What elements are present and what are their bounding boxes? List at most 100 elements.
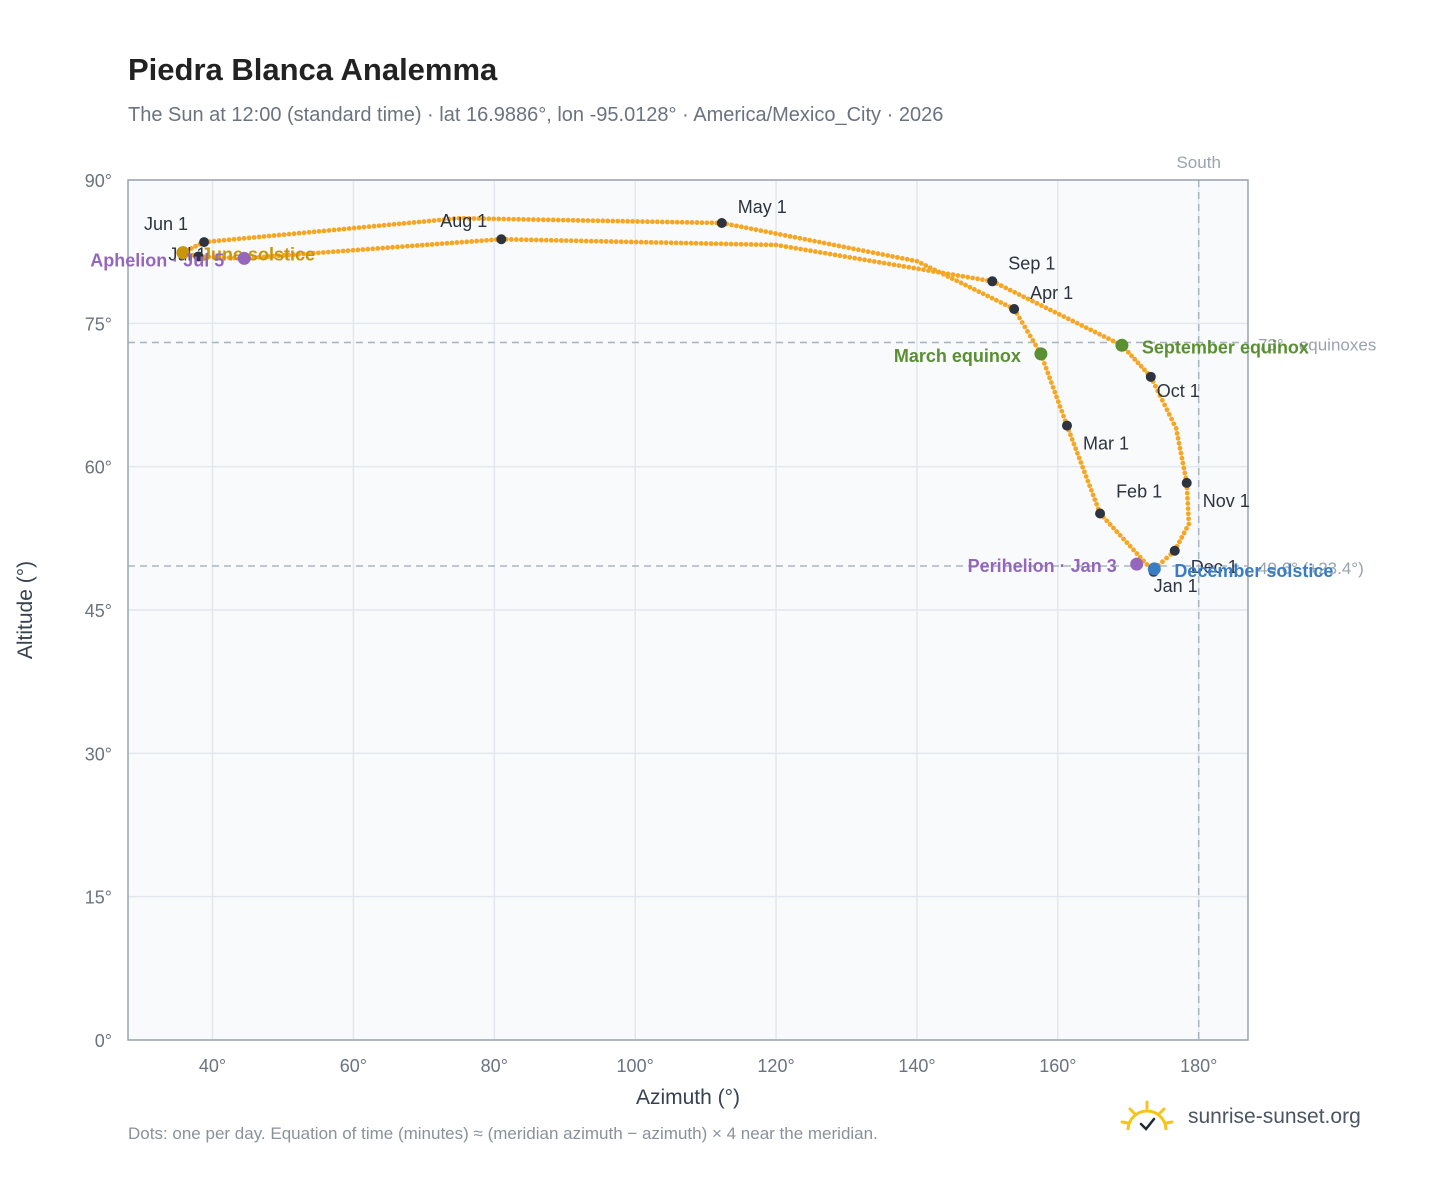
day-dot [315,250,321,256]
day-dot [812,238,817,244]
day-dot [1135,360,1141,366]
month-label: Oct 1 [1157,381,1200,401]
day-dot [1111,525,1116,531]
day-dot [870,250,876,256]
day-dot [558,238,564,243]
day-dot [241,235,247,241]
day-dot [306,251,311,256]
day-dot [1178,450,1184,456]
day-dot [1048,307,1053,313]
day-dot [674,219,680,225]
day-dot [188,246,194,251]
day-dot [1076,455,1082,461]
day-dot [371,223,377,229]
day-dot [356,225,362,230]
day-dot [797,235,803,241]
day-dot [550,217,556,223]
day-dot [336,227,342,232]
day-dot [211,254,217,260]
day-dot [501,216,507,222]
day-dot [376,223,382,229]
day-dot [441,217,447,223]
day-dot [365,246,371,252]
day-dot [1181,530,1187,536]
day-dot [935,269,941,275]
day-dot [513,237,519,242]
day-dot [1065,316,1071,322]
day-dot [1101,334,1107,339]
day-dot [768,230,773,235]
day-dot [206,254,212,260]
day-dot [1092,497,1098,503]
day-dot [1125,349,1131,355]
day-dot [653,240,659,245]
day-dot [1184,490,1190,496]
month-marker [1181,477,1192,488]
brand-name: sunrise-sunset.org [1188,1105,1361,1128]
day-dot [777,232,783,237]
day-dot [949,276,955,281]
x-tick-label: 80° [481,1056,508,1076]
day-dot [1081,469,1087,475]
day-dot [623,239,629,245]
day-dot [921,267,926,273]
x-tick-label: 140° [898,1056,935,1076]
day-dot [555,217,561,223]
day-dot [461,215,467,221]
day-dot [618,239,624,245]
day-dot [446,216,452,222]
day-dot [846,245,852,251]
day-dot [855,247,861,253]
day-dot [885,253,891,258]
day-dot [1039,303,1044,308]
day-dot [971,287,977,292]
day-dot [1069,437,1075,442]
day-dot [1127,543,1133,549]
day-dot [1048,380,1054,385]
day-dot [444,240,450,246]
day-dot [693,240,699,246]
day-dot [395,244,400,250]
day-dot [1070,318,1076,324]
y-tick-label: 75° [85,314,112,334]
day-dot [918,260,924,266]
day-dot [595,218,601,224]
plot-frame [127,179,1249,1041]
day-dot [1131,547,1136,553]
day-dot [985,293,991,299]
day-dot [1166,411,1172,417]
day-dot [533,237,539,243]
day-dot [1185,495,1190,501]
day-dot [1185,511,1191,517]
day-dot [385,245,391,251]
day-dot [683,240,689,246]
day-dot [231,255,237,261]
day-dot [1075,450,1080,456]
day-dot [565,217,571,223]
day-dot [778,243,784,249]
day-dot [748,226,754,232]
day-dot [930,268,936,274]
day-dot [380,245,386,251]
day-dot [1121,536,1126,542]
day-dot [650,219,655,225]
day-dot [346,226,352,231]
day-dot [1162,402,1168,408]
day-dot [688,240,694,246]
day-dot [1074,320,1080,326]
y-axis-ticks: 0° 15° 30° 45° 60° 75° 90° [85,171,112,1051]
day-dot [1179,534,1185,540]
day-dot [954,278,960,284]
day-dot [1164,555,1169,561]
day-dot [506,216,512,222]
brand[interactable]: sunrise-sunset.org [1120,1100,1361,1134]
day-dot [1088,487,1094,493]
day-dot [880,252,886,257]
day-dot [753,227,759,233]
day-dot [486,216,492,222]
day-dot [1180,460,1186,466]
day-dot [958,280,964,286]
day-dot [743,241,749,247]
day-dot [1110,338,1116,344]
day-dot [963,282,968,288]
